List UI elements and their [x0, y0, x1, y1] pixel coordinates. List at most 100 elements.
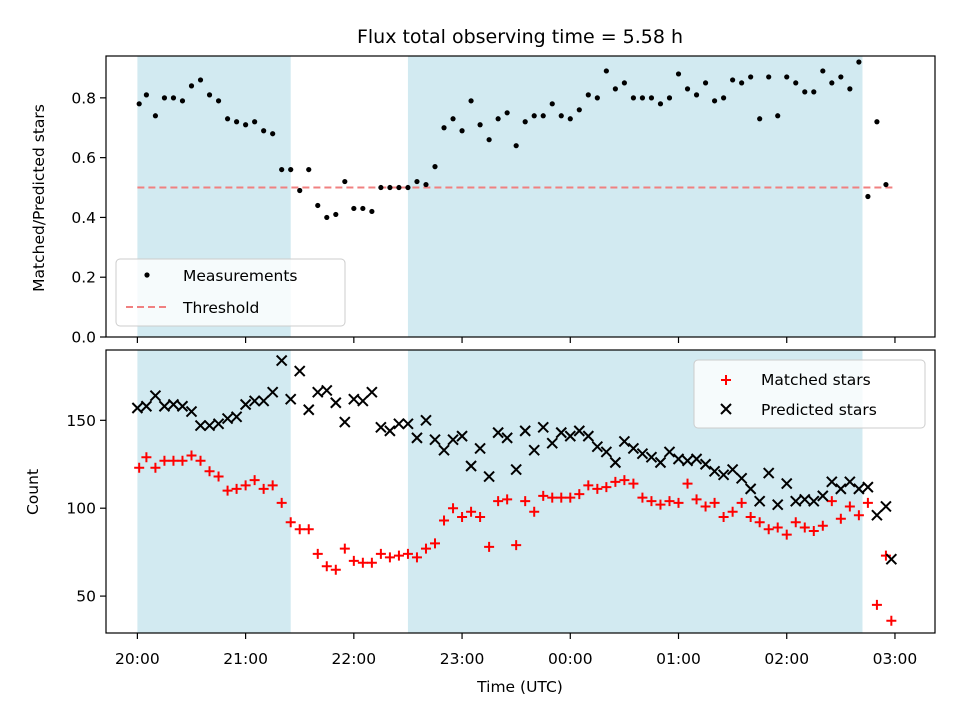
matched-stars-point [384, 552, 395, 563]
legend-matched-label: Matched stars [761, 371, 871, 389]
matched-stars-point [366, 557, 377, 568]
matched-stars-point [285, 517, 296, 528]
predicted-stars-point [303, 404, 315, 416]
matched-stars-point [646, 496, 657, 507]
measurement-point [576, 107, 582, 113]
predicted-stars-point [447, 433, 459, 446]
measurement-point [450, 116, 456, 122]
matched-stars-point [709, 497, 720, 508]
predicted-stars-point [438, 444, 450, 456]
predicted-stars-point [294, 365, 306, 377]
measurement-point [739, 80, 745, 86]
predicted-stars-point [555, 426, 567, 439]
matched-stars-point [556, 492, 567, 503]
matched-stars-point [808, 526, 819, 537]
measurement-point [333, 211, 339, 218]
measurement-point [585, 92, 591, 98]
matched-stars-point [457, 511, 468, 522]
predicted-stars-point [772, 498, 784, 511]
matched-stars-point [159, 455, 170, 466]
matched-stars-point [835, 513, 846, 524]
matched-stars-point [204, 466, 215, 477]
predicted-stars-point [266, 386, 279, 398]
x-tick-label: 20:00 [115, 650, 160, 668]
matched-stars-point [240, 480, 251, 491]
x-axis-ticks: 20:00 21:00 22:00 23:00 00:00 01:00 02:00 03:00 [115, 650, 917, 668]
predicted-stars-point [456, 430, 468, 442]
measurement-point [369, 208, 375, 215]
predicted-stars-point [393, 418, 405, 430]
predicted-stars-point [885, 553, 898, 565]
predicted-stars-point [717, 469, 730, 481]
matched-stars-point [466, 506, 477, 517]
measurement-point [161, 95, 168, 101]
legend-measurements-marker [144, 272, 150, 278]
matched-stars-point [790, 517, 801, 528]
matched-stars-point [547, 492, 558, 503]
predicted-stars-point [230, 411, 243, 423]
measurement-point [757, 116, 763, 122]
measurement-point [856, 59, 862, 65]
matched-stars-point [186, 450, 197, 461]
measurement-point [468, 98, 474, 104]
top-y-tick-label: 0.0 [71, 329, 96, 347]
matched-stars-point [294, 524, 305, 535]
x-tick-label: 02:00 [764, 650, 809, 668]
x-tick-label: 00:00 [548, 650, 593, 668]
matched-stars-point [249, 475, 260, 486]
measurement-point [766, 74, 772, 80]
predicted-stars-point [492, 426, 504, 439]
top-legend: Measurements Threshold [115, 258, 346, 327]
measurement-point [270, 131, 276, 137]
top-y-tick-label: 0.4 [71, 209, 96, 227]
top-y-axis-label: Matched/Predicted stars [30, 104, 48, 292]
predicted-stars-point [708, 465, 721, 477]
measurement-point [820, 68, 826, 74]
measurement-point [630, 95, 637, 101]
predicted-stars-point [384, 425, 396, 437]
predicted-stars-point [844, 476, 856, 488]
measurement-point [387, 184, 393, 191]
matched-stars-point [700, 501, 711, 512]
measurement-point [829, 80, 835, 86]
measurement-point [179, 98, 186, 104]
matched-stars-point [195, 455, 206, 466]
predicted-stars-point [239, 398, 252, 411]
matched-stars-point [520, 496, 531, 507]
matched-stars-point [411, 552, 422, 563]
measurement-point [396, 184, 402, 191]
measurement-point [297, 187, 303, 194]
matched-stars-point [475, 511, 486, 522]
matched-stars-point [745, 511, 756, 522]
bottom-y-tick-label: 150 [66, 412, 96, 430]
measurement-point [279, 166, 285, 173]
predicted-stars-point [348, 393, 360, 405]
predicted-stars-point [753, 495, 766, 507]
top-y-tick-label: 0.6 [71, 149, 96, 167]
measurement-point [324, 214, 330, 221]
predicted-stars-point [537, 421, 549, 434]
predicted-stars-point [158, 400, 171, 412]
matched-stars-point [213, 471, 224, 482]
measurement-point [883, 181, 889, 188]
predicted-stars-point [790, 495, 802, 507]
matched-stars-point [258, 483, 269, 494]
matched-stars-point [853, 510, 864, 521]
predicted-stars-point [808, 495, 820, 507]
matched-stars-point [610, 476, 621, 487]
matched-stars-point [664, 496, 675, 507]
matched-stars-point [655, 499, 666, 510]
measurement-point [612, 86, 618, 92]
matched-stars-point [448, 503, 459, 514]
matched-stars-point [673, 497, 684, 508]
predicted-stars-point [835, 483, 847, 495]
measurement-point [847, 86, 853, 92]
predicted-stars-point [519, 425, 531, 437]
matched-stars-point [493, 496, 504, 507]
top-plot-area [136, 59, 895, 221]
matched-stars-point [583, 480, 594, 491]
matched-stars-point [817, 520, 828, 531]
matched-stars-point [529, 506, 540, 517]
predicted-stars-point [284, 393, 297, 405]
predicted-stars-point [636, 448, 649, 460]
